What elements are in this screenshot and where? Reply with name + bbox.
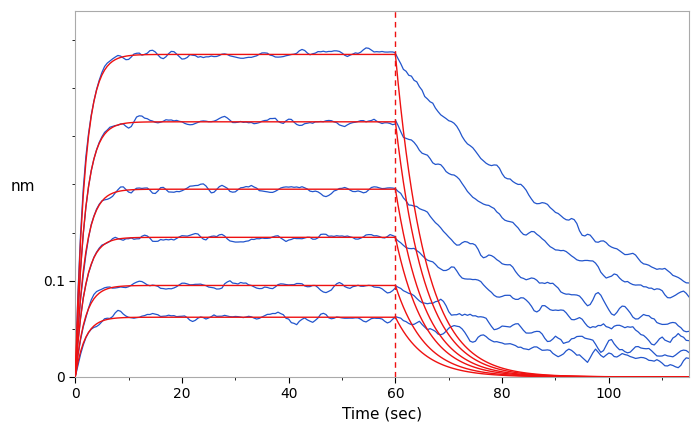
Y-axis label: nm: nm (11, 179, 36, 194)
X-axis label: Time (sec): Time (sec) (342, 407, 422, 422)
